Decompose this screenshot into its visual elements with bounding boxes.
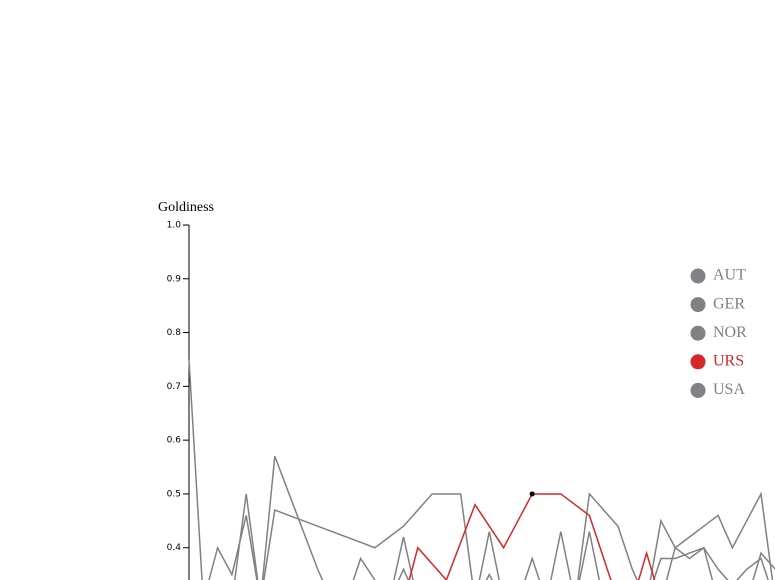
series-line — [234, 491, 774, 580]
legend: AUT GER NOR URS USA — [690, 267, 747, 398]
legend-marker — [690, 297, 706, 313]
y-axis-title: Goldiness — [158, 200, 214, 215]
legend-label: GER — [713, 295, 745, 312]
legend-label: AUT — [713, 267, 746, 284]
y-tick-label: 1.0 — [167, 221, 182, 231]
legend-marker — [690, 382, 706, 398]
series-line — [261, 456, 775, 580]
y-tick-label: 0.4 — [167, 543, 182, 553]
y-tick-label: 0.5 — [167, 489, 181, 499]
y-tick-label: 0.9 — [167, 274, 182, 284]
legend-label: NOR — [713, 324, 747, 341]
y-tick-label: 0.8 — [167, 328, 182, 338]
hover-point — [529, 491, 535, 497]
legend-marker — [690, 354, 706, 370]
lines — [188, 359, 775, 580]
legend-label: URS — [713, 352, 744, 369]
y-tick-label: 0.7 — [167, 382, 181, 392]
legend-marker — [690, 325, 706, 341]
legend-label: USA — [713, 381, 745, 398]
legend-marker — [690, 268, 706, 284]
series-line — [188, 359, 769, 580]
y-tick-label: 0.6 — [167, 436, 182, 446]
